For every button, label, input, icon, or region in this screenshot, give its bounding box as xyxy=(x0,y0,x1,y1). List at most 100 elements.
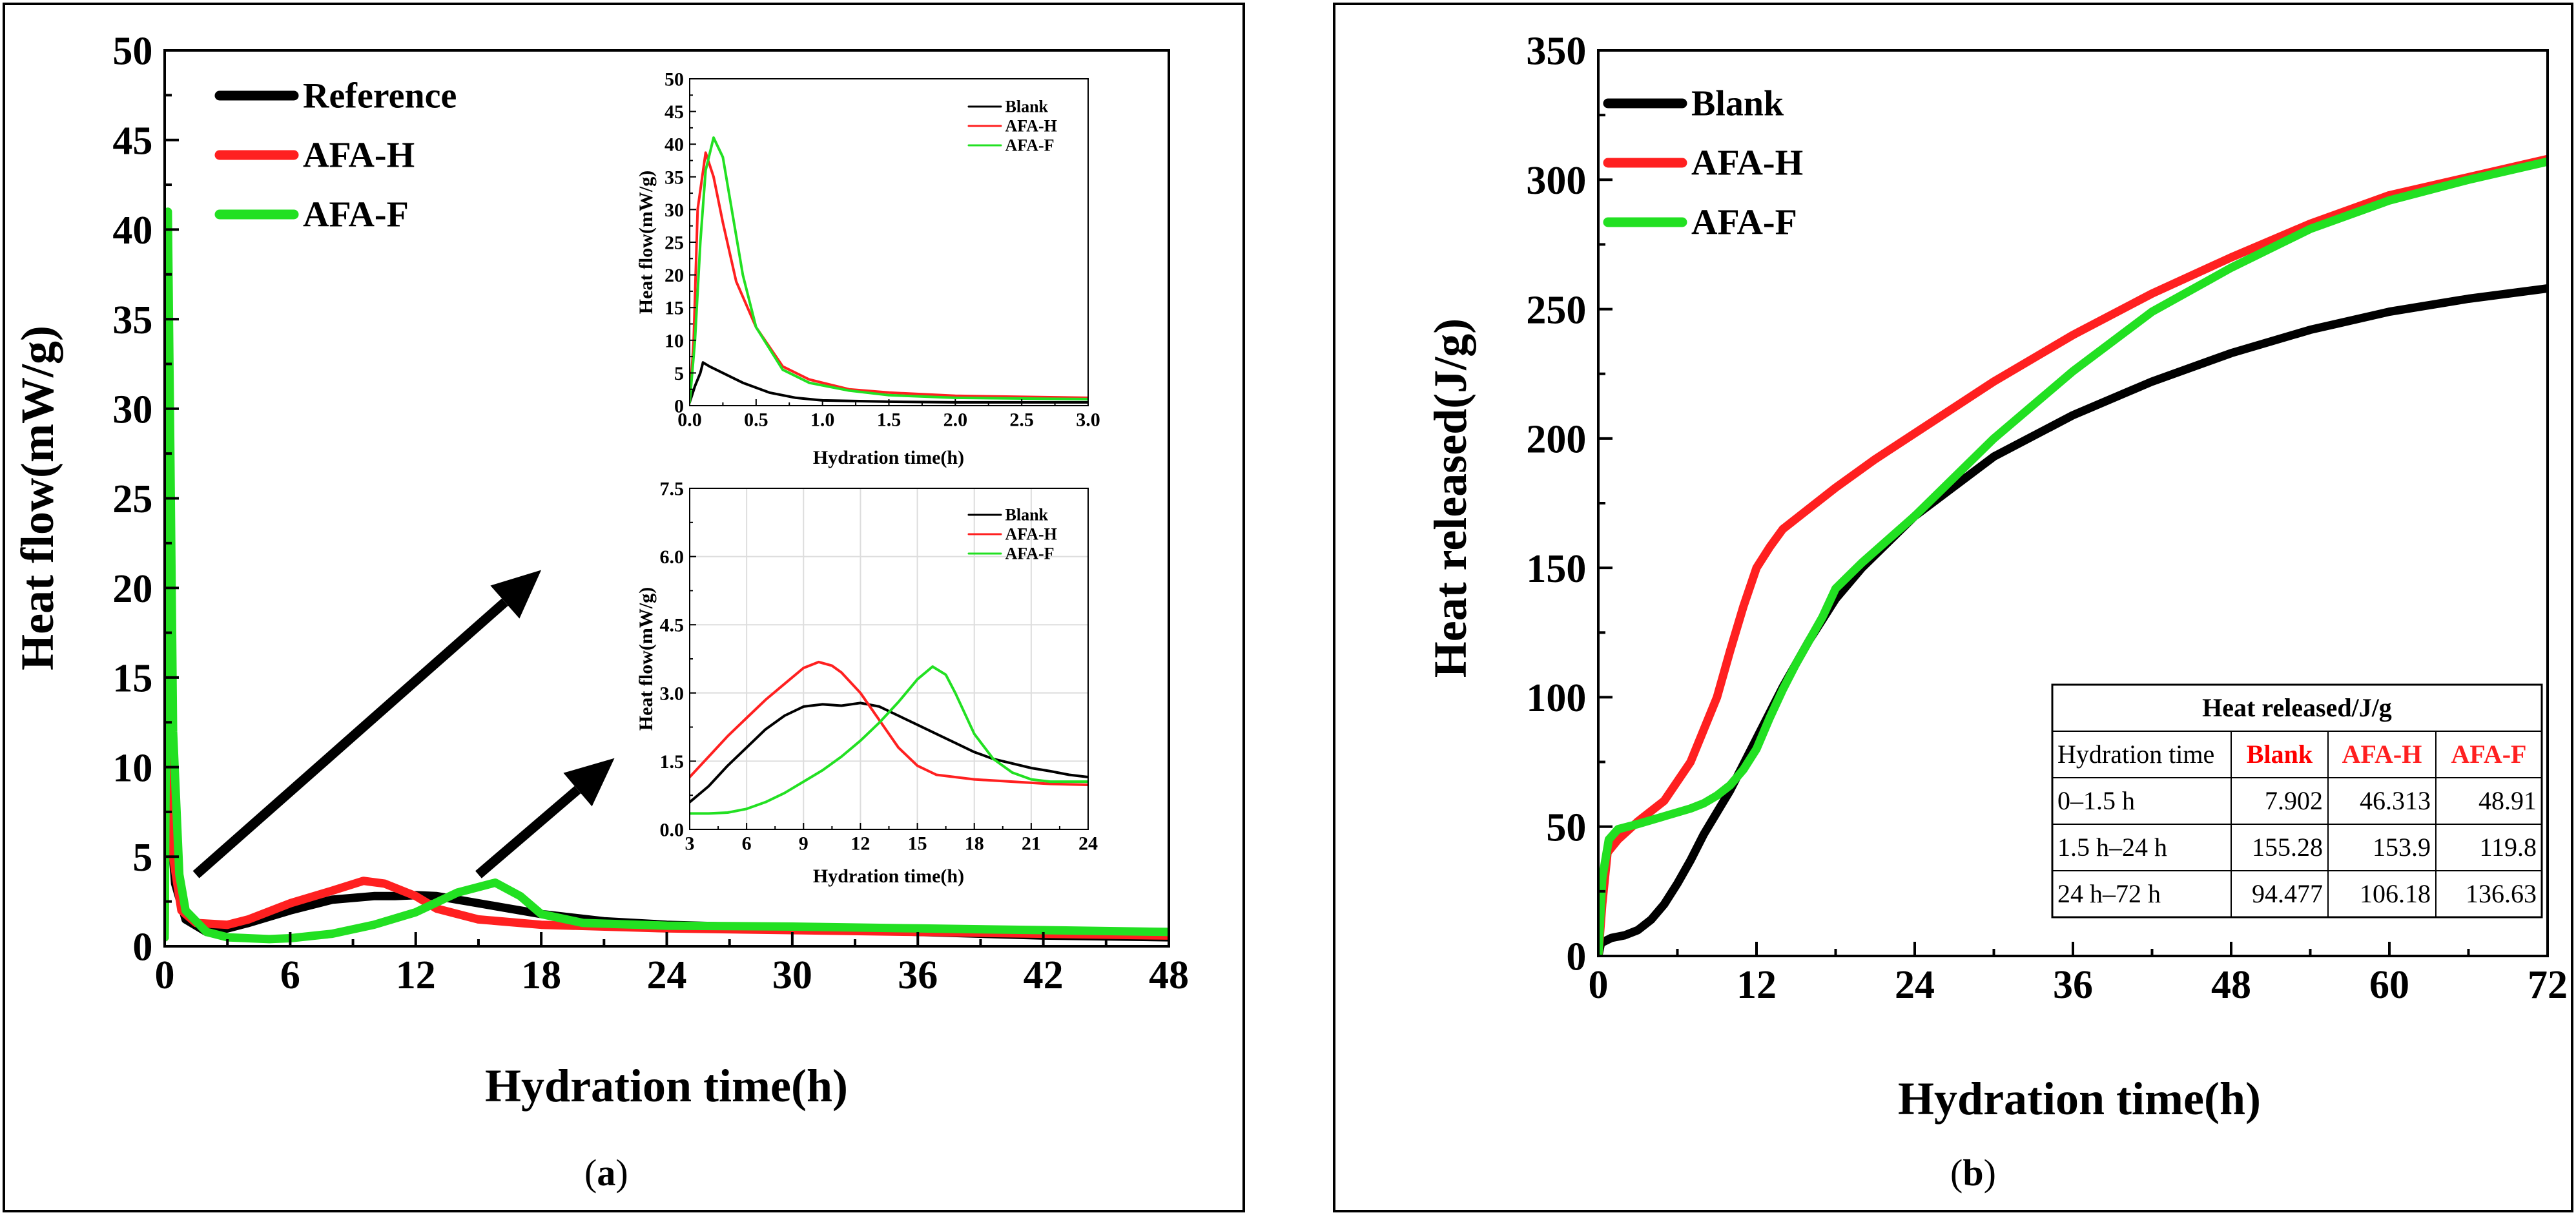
a-inset-1-y-ticks: 0 5 10 15 20 25 30 35 40 45 50 xyxy=(665,69,696,417)
chart-b-main: 0 12 24 36 48 60 72 0 50 100 150 200 250 300 350 Hydrat… xyxy=(1425,30,2568,1125)
b-main-y-tick-label-3: 150 xyxy=(1526,547,1586,591)
chart-a-inset-2: 3 6 9 12 15 18 21 24 0.0 1.5 3.0 4.5 6.0 7.5 Hydration… xyxy=(635,479,1098,888)
a-inset-1-x-tick-label-6: 3.0 xyxy=(1076,410,1100,431)
a-inset-1-legend-label-1: AFA-H xyxy=(1005,117,1057,136)
a-inset-1-y-tick-label-3: 15 xyxy=(665,298,684,319)
a-main-y-axis-title: Heat flow(mW/g) xyxy=(12,326,63,670)
table-cell-2-1: 94.477 xyxy=(2252,879,2323,908)
a-inset-1-x-tick-label-0: 0.0 xyxy=(677,410,702,431)
table-cell-0-3: 48.91 xyxy=(2478,786,2537,815)
caption-b: (b) xyxy=(1950,1152,1996,1194)
a-inset-2-x-tick-label-1: 6 xyxy=(742,833,752,855)
a-inset-1-y-tick-label-0: 0 xyxy=(674,396,684,417)
a-inset-2-y-tick-label-2: 3.0 xyxy=(660,683,685,704)
b-main-x-tick-label-1: 12 xyxy=(1736,963,1777,1007)
b-main-x-tick-label-5: 60 xyxy=(2369,963,2409,1007)
a-inset-2-series-group xyxy=(690,660,1088,815)
b-main-y-tick-label-7: 350 xyxy=(1526,30,1586,74)
a-main-x-tick-label-0: 0 xyxy=(155,953,175,997)
a-main-y-tick-label-9: 45 xyxy=(112,119,152,163)
a-main-y-tick-label-6: 30 xyxy=(112,388,152,432)
arrow-head-0 xyxy=(490,570,542,619)
a-inset-1-y-tick-label-7: 35 xyxy=(665,167,684,188)
table-title: Heat released/J/g xyxy=(2202,693,2392,722)
a-main-y-tick-label-0: 0 xyxy=(132,926,152,970)
table-cell-2-2: 106.18 xyxy=(2360,879,2431,908)
b-main-legend-label-2: AFA-F xyxy=(1691,202,1797,242)
a-main-y-tick-label-5: 25 xyxy=(112,477,152,521)
a-inset-2-y-axis-title: Heat flow(mW/g) xyxy=(635,587,657,731)
a-inset-1-y-tick-label-10: 50 xyxy=(665,69,684,90)
b-main-legend: Blank AFA-H AFA-F xyxy=(1603,83,1803,242)
a-main-legend: Reference AFA-H AFA-F xyxy=(214,76,457,234)
a-inset-2-legend-label-0: Blank xyxy=(1005,506,1049,524)
a-inset-2-legend-label-1: AFA-H xyxy=(1005,525,1057,544)
table-header-2: AFA-H xyxy=(2342,740,2422,769)
a-inset-2-y-tick-label-4: 6.0 xyxy=(660,546,685,568)
a-main-x-tick-label-8: 48 xyxy=(1149,953,1189,997)
panel-a-frame xyxy=(3,3,1245,1212)
b-main-series-group xyxy=(1598,154,2548,956)
b-main-x-axis-title: Hydration time(h) xyxy=(1898,1073,2261,1125)
panel-b-frame xyxy=(1333,3,2573,1212)
b-main-y-tick-label-6: 300 xyxy=(1526,159,1586,203)
b-main-y-tick-label-0: 0 xyxy=(1566,935,1586,979)
table-header-3: AFA-F xyxy=(2451,740,2527,769)
b-main-series-afa-f xyxy=(1598,157,2548,956)
a-inset-2-x-ticks: 3 6 9 12 15 18 21 24 xyxy=(685,823,1098,855)
b-main-y-tick-label-1: 50 xyxy=(1546,805,1586,849)
a-inset-1-x-tick-label-2: 1.0 xyxy=(810,410,835,431)
table-cell-2-3: 136.63 xyxy=(2466,879,2537,908)
heat-released-table: Heat released/J/g Hydration time Blank AFA-… xyxy=(2051,683,2543,919)
b-main-x-tick-label-0: 0 xyxy=(1589,963,1609,1007)
a-main-x-tick-label-4: 24 xyxy=(647,953,687,997)
a-inset-1-x-tick-label-1: 0.5 xyxy=(744,410,768,431)
a-inset-2-x-tick-label-0: 3 xyxy=(685,833,695,855)
b-main-y-ticks: 0 50 100 150 200 250 300 350 xyxy=(1526,30,1613,979)
a-main-legend-label-1: AFA-H xyxy=(303,135,415,175)
caption-a: (a) xyxy=(584,1152,628,1194)
charts-layer: 0 6 12 18 24 30 36 42 4805101520253035404550Hydr… xyxy=(12,30,2568,1125)
a-inset-2-x-tick-label-2: 9 xyxy=(799,833,809,855)
b-main-x-tick-label-4: 48 xyxy=(2211,963,2251,1007)
table-cell-1-2: 153.9 xyxy=(2373,833,2431,862)
a-inset-1-y-tick-label-1: 5 xyxy=(674,363,684,384)
a-inset-1-x-tick-label-5: 2.5 xyxy=(1009,410,1034,431)
a-inset-2-legend-label-2: AFA-F xyxy=(1005,545,1055,563)
a-inset-1-x-ticks: 0.0 0.5 1.0 1.5 2.0 2.5 3.0 xyxy=(677,399,1100,431)
a-main-y-ticks: 0 5 10 15 20 25 30 35 40 45 50 xyxy=(112,30,179,970)
a-inset-1-legend-label-0: Blank xyxy=(1005,98,1049,116)
arrows-layer xyxy=(192,570,615,878)
b-main-y-tick-label-2: 100 xyxy=(1526,676,1586,720)
a-inset-1-legend-label-2: AFA-F xyxy=(1005,136,1055,155)
a-inset-2-y-ticks: 0.0 1.5 3.0 4.5 6.0 7.5 xyxy=(660,479,696,841)
a-inset-1-x-tick-label-3: 1.5 xyxy=(877,410,902,431)
a-main-x-axis-title: Hydration time(h) xyxy=(485,1060,848,1112)
a-main-y-tick-label-8: 40 xyxy=(112,209,152,253)
a-inset-1-plot-area xyxy=(690,79,1088,406)
b-main-legend-label-1: AFA-H xyxy=(1691,143,1803,183)
a-main-x-tick-label-6: 36 xyxy=(898,953,938,997)
a-inset-2-x-tick-label-7: 24 xyxy=(1078,833,1098,855)
b-main-x-tick-label-3: 36 xyxy=(2053,963,2093,1007)
a-inset-1-y-tick-label-2: 10 xyxy=(665,330,684,351)
table-cell-1-3: 119.8 xyxy=(2479,833,2537,862)
a-inset-1-x-axis-title: Hydration time(h) xyxy=(813,447,964,468)
b-main-y-axis-title: Heat released(J/g) xyxy=(1425,318,1476,678)
a-inset-2-series-afa-f xyxy=(690,665,1088,815)
a-inset-2-x-tick-label-4: 15 xyxy=(908,833,927,855)
a-main-y-tick-label-7: 35 xyxy=(112,298,152,342)
a-inset-1-y-tick-label-9: 45 xyxy=(665,101,684,123)
a-main-x-tick-label-2: 12 xyxy=(396,953,436,997)
a-inset-1-x-tick-label-4: 2.0 xyxy=(943,410,968,431)
arrow-head-1 xyxy=(563,758,615,807)
b-main-y-tick-label-5: 250 xyxy=(1526,288,1586,332)
a-main-x-tick-label-7: 42 xyxy=(1024,953,1064,997)
a-inset-1-y-axis-title: Heat flow(mW/g) xyxy=(635,171,657,314)
arrow-shaft-0 xyxy=(192,598,508,878)
b-main-legend-label-0: Blank xyxy=(1691,83,1784,123)
a-inset-2-plot-area xyxy=(690,488,1088,829)
